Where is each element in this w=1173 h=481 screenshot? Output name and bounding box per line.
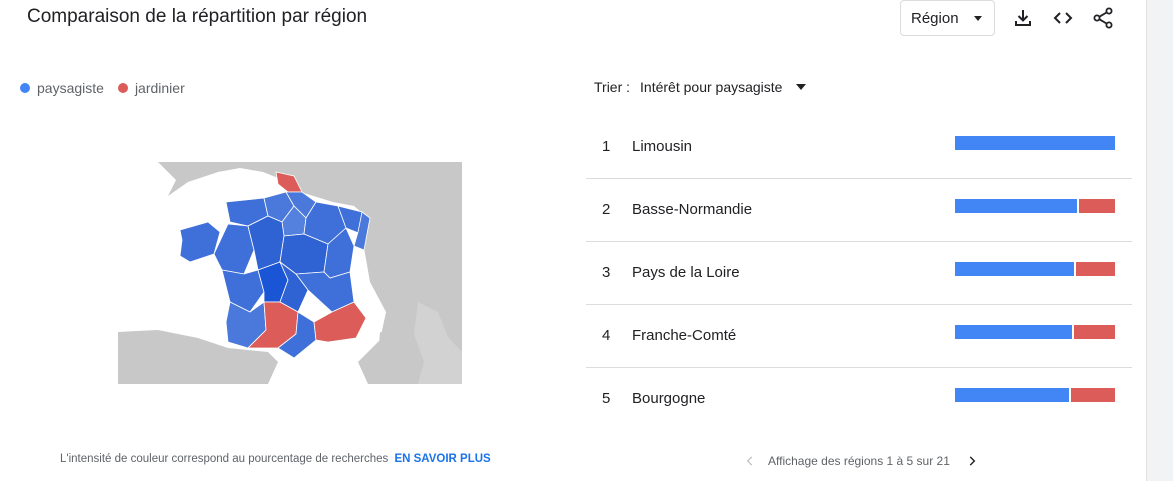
corsica [378,332,388,358]
footer-note-text: L'intensité de couleur correspond au pou… [60,453,389,465]
row-region-name: Pays de la Loire [632,264,740,281]
chevron-down-icon [974,16,982,21]
share-bar [955,388,1115,402]
table-row[interactable]: 1 Limousin [586,116,1132,179]
legend: paysagiste jardinier [20,80,185,96]
table-row[interactable]: 2 Basse-Normandie [586,179,1132,242]
chevron-down-icon[interactable] [796,84,807,90]
share-bar-gap [1077,199,1079,213]
table-row[interactable]: 5 Bourgogne [586,368,1132,431]
legend-label: jardinier [134,80,185,96]
share-bar [955,325,1115,339]
spain [118,330,278,384]
legend-item-term-b: jardinier [117,80,185,96]
row-rank: 5 [602,390,611,407]
sort-label: Trier : [594,79,631,95]
table-row[interactable]: 4 Franche-Comté [586,305,1132,368]
region-comparison-card: Comparaison de la répartition par région… [20,0,1132,471]
legend-dot-blue-icon [20,83,30,93]
share-bar-term-b [1076,262,1115,276]
download-icon[interactable] [1011,6,1035,30]
share-bar-term-b [1074,325,1115,339]
share-bar-term-a [955,262,1074,276]
share-bar-term-b [1071,388,1115,402]
row-region-name: Basse-Normandie [632,201,753,218]
italy [414,302,462,384]
card-title: Comparaison de la répartition par région [27,6,368,27]
share-bar-gap [1069,388,1071,402]
page-scroll-gutter [1146,0,1173,481]
row-region-name: Franche-Comté [632,327,737,344]
share-bar-term-b [1079,199,1115,213]
row-rank: 1 [602,138,611,155]
region-alsace[interactable] [353,211,371,251]
row-region-name: Limousin [632,138,693,155]
footer-note: L'intensité de couleur correspond au pou… [60,453,491,465]
neighbouring-countries [158,162,462,384]
sort-control[interactable]: Trier : Intérêt pour paysagiste [594,79,807,95]
region-paca[interactable] [313,301,367,343]
france-region-map[interactable] [118,162,462,384]
pagination-text: Affichage des régions 1 à 5 sur 21 [768,454,950,468]
region-bretagne[interactable] [179,221,221,263]
chevron-right-icon[interactable] [962,451,982,471]
chevron-left-icon[interactable] [740,451,760,471]
legend-label: paysagiste [37,80,104,96]
share-bar [955,199,1115,213]
row-rank: 3 [602,264,611,281]
resolution-select[interactable]: Région [900,0,995,36]
resolution-select-value: Région [911,9,959,27]
region-rhone-alpes[interactable] [295,271,355,313]
sort-value[interactable]: Intérêt pour paysagiste [640,79,783,95]
region-list: 1 Limousin 2 Basse-Normandie 3 Pays de la Loi… [586,116,1132,431]
share-bar-gap [1072,325,1074,339]
legend-item-term-a: paysagiste [20,80,104,96]
row-rank: 4 [602,327,611,344]
table-row[interactable]: 3 Pays de la Loire [586,242,1132,305]
share-bar-term-a [955,136,1115,150]
share-bar-term-a [955,388,1069,402]
row-rank: 2 [602,201,611,218]
share-bar-gap [1074,262,1076,276]
share-icon[interactable] [1091,6,1115,30]
share-bar-term-a [955,325,1072,339]
learn-more-link[interactable]: EN SAVOIR PLUS [394,453,491,465]
share-bar [955,136,1115,150]
embed-code-icon[interactable] [1051,6,1075,30]
share-bar-term-a [955,199,1077,213]
pagination: Affichage des régions 1 à 5 sur 21 [740,451,982,471]
legend-dot-red-icon [117,83,128,93]
row-region-name: Bourgogne [632,390,706,407]
share-bar [955,262,1115,276]
